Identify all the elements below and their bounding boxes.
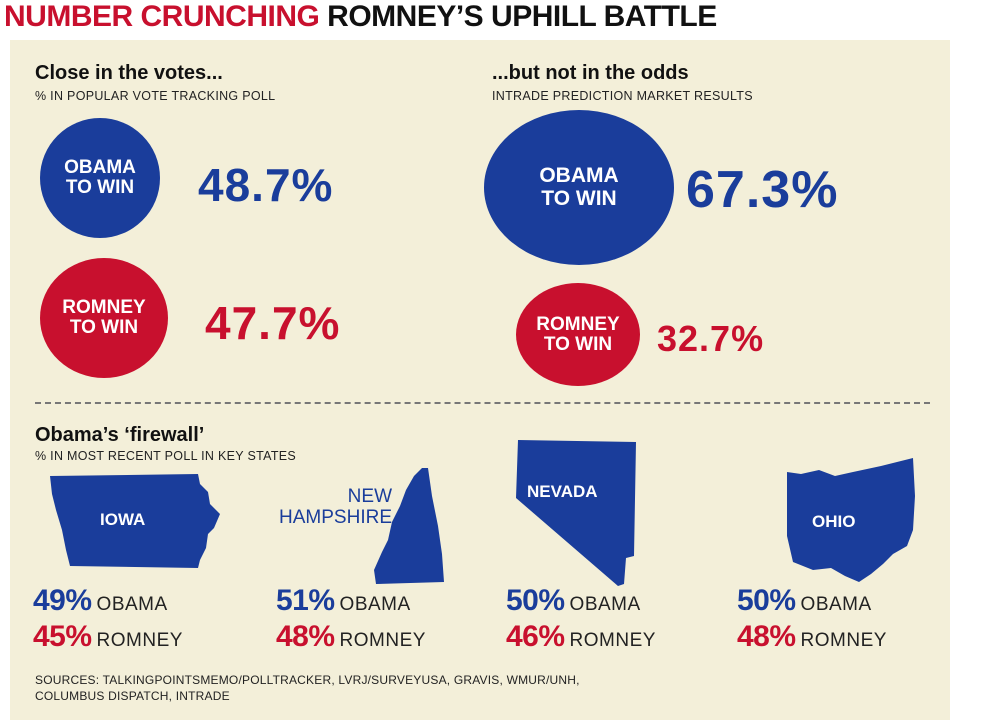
nh-romney-result: 48% ROMNEY [276,620,426,654]
odds-subtitle: INTRADE PREDICTION MARKET RESULTS [492,89,753,103]
odds-obama-circle: OBAMA TO WIN [484,110,674,265]
votes-title: Close in the votes... [35,62,223,84]
iowa-obama-result: 49% OBAMA [33,584,168,618]
iowa-map-icon [50,474,220,568]
nh-obama-label: OBAMA [339,594,411,615]
ohio-obama-pct: 50% [737,584,796,617]
firewall-title: Obama’s ‘firewall’ [35,424,205,446]
odds-romney-label-1: ROMNEY [536,313,620,335]
ohio-romney-result: 48% ROMNEY [737,620,887,654]
new-hampshire-label: NEW HAMPSHIRE [240,486,392,528]
iowa-obama-pct: 49% [33,584,92,617]
ohio-romney-label: ROMNEY [800,630,887,651]
votes-obama-label-2: TO WIN [65,177,135,198]
odds-obama-label-2: TO WIN [541,186,617,210]
nevada-romney-label: ROMNEY [569,630,656,651]
iowa-romney-pct: 45% [33,620,92,653]
headline-title: ROMNEY’S UPHILL BATTLE [327,0,717,33]
nevada-obama-label: OBAMA [569,594,641,615]
ohio-obama-label: OBAMA [800,594,872,615]
iowa-label: IOWA [100,510,146,529]
votes-romney-label-1: ROMNEY [62,297,146,319]
votes-obama-label-1: OBAMA [64,157,136,179]
odds-obama-label-1: OBAMA [539,164,619,188]
new-hampshire-label-1: NEW [347,486,392,507]
headline-kicker: NUMBER CRUNCHING [4,0,320,33]
sources-line-1: SOURCES: TALKINGPOINTSMEMO/POLLTRACKER, … [35,673,580,687]
ohio-romney-pct: 48% [737,620,796,653]
nevada-map-icon [516,440,636,586]
iowa-romney-result: 45% ROMNEY [33,620,183,654]
iowa-romney-label: ROMNEY [96,630,183,651]
nevada-label: NEVADA [527,482,598,501]
ohio-obama-result: 50% OBAMA [737,584,872,618]
votes-romney-label-2: TO WIN [69,317,139,338]
ohio-map-icon [787,458,915,582]
votes-obama-value: 48.7% [198,159,334,211]
nevada-obama-pct: 50% [506,584,565,617]
ohio-label: OHIO [812,512,856,531]
votes-obama-circle: OBAMA TO WIN [40,118,160,238]
nh-obama-result: 51% OBAMA [276,584,411,618]
section-divider [35,402,930,404]
nevada-romney-pct: 46% [506,620,565,653]
sources-line-2: COLUMBUS DISPATCH, INTRADE [35,689,230,703]
votes-subtitle: % IN POPULAR VOTE TRACKING POLL [35,89,276,103]
nevada-romney-result: 46% ROMNEY [506,620,656,654]
nh-romney-pct: 48% [276,620,335,653]
odds-romney-label-2: TO WIN [543,333,613,355]
odds-romney-circle: ROMNEY TO WIN [516,283,640,386]
nh-romney-label: ROMNEY [339,630,426,651]
nevada-obama-result: 50% OBAMA [506,584,641,618]
odds-romney-value: 32.7% [657,318,765,359]
iowa-obama-label: OBAMA [96,594,168,615]
odds-title: ...but not in the odds [492,62,689,84]
nh-obama-pct: 51% [276,584,335,617]
firewall-subtitle: % IN MOST RECENT POLL IN KEY STATES [35,449,297,463]
new-hampshire-label-2: HAMPSHIRE [279,507,392,528]
new-hampshire-map-icon [374,468,444,584]
headline: NUMBER CRUNCHING ROMNEY’S UPHILL BATTLE [4,0,717,34]
odds-obama-value: 67.3% [686,161,839,219]
votes-romney-value: 47.7% [205,297,341,349]
infographic-panel [10,40,950,720]
sources-note: SOURCES: TALKINGPOINTSMEMO/POLLTRACKER, … [35,672,580,704]
votes-romney-circle: ROMNEY TO WIN [40,258,168,378]
